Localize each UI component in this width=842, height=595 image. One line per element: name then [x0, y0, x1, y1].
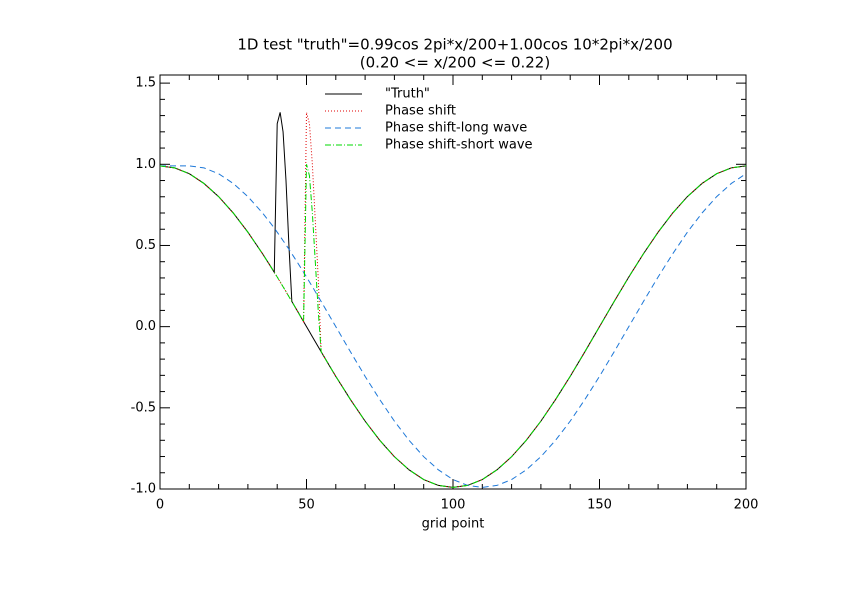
chart-subtitle: (0.20 <= x/200 <= 0.22): [360, 54, 550, 72]
x-tick-label: 100: [441, 498, 466, 513]
legend-label: "Truth": [385, 87, 430, 102]
legend-label: Phase shift-short wave: [385, 138, 533, 153]
series-line: [159, 112, 747, 488]
y-tick-label: -0.5: [131, 400, 156, 415]
legend-label: Phase shift-long wave: [385, 121, 527, 136]
y-tick-label: 0.0: [135, 319, 156, 334]
y-tick-label: 1.0: [135, 157, 156, 172]
legend-label: Phase shift: [385, 104, 456, 119]
y-tick-label: 1.5: [135, 76, 156, 91]
chart-title: 1D test "truth"=0.99cos 2pi*x/200+1.00co…: [237, 36, 672, 54]
x-tick-label: 150: [587, 498, 612, 513]
x-tick-label: 50: [298, 498, 315, 513]
y-tick-label: -1.0: [131, 482, 156, 497]
x-axis-label: grid point: [422, 517, 485, 532]
series-line: [159, 164, 747, 488]
x-tick-label: 0: [156, 498, 164, 513]
x-tick-label: 200: [734, 498, 759, 513]
series-line: [159, 112, 747, 488]
y-tick-label: 0.5: [135, 238, 156, 253]
series-line: [160, 165, 747, 488]
